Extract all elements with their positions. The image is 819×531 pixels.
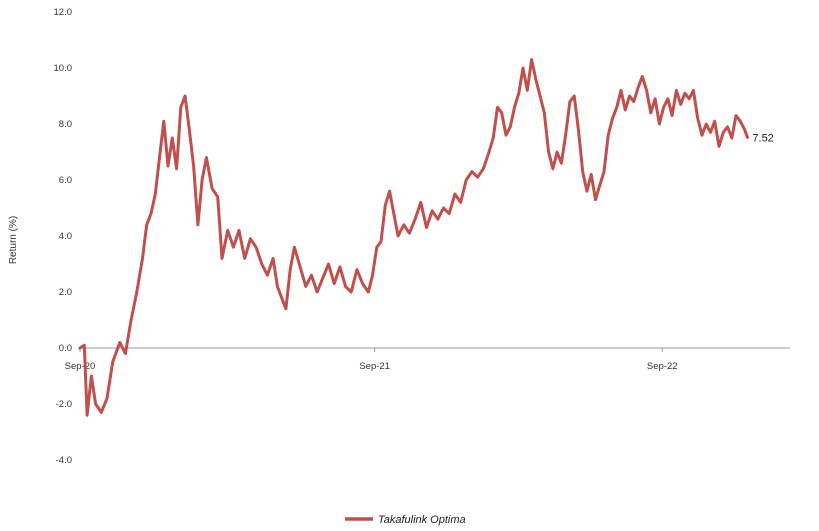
- series-line-takafulink-optima: [78, 58, 749, 417]
- y-axis-ticks: 12.0 10.0 8.0 6.0 4.0 2.0 0.0 -2.0 -4.0: [54, 7, 73, 466]
- legend: Takafulink Optima: [345, 514, 466, 526]
- series-group: [78, 58, 749, 417]
- x-tick-label: Sep-20: [65, 361, 96, 372]
- y-tick-label: 8.0: [59, 119, 72, 130]
- x-tick-label: Sep-21: [359, 361, 390, 372]
- y-tick-label: 4.0: [59, 231, 72, 242]
- x-tick-label: Sep-22: [647, 361, 678, 372]
- y-tick-label: 10.0: [54, 63, 73, 74]
- y-tick-label: 0.0: [59, 343, 72, 354]
- y-tick-label: -2.0: [56, 399, 72, 410]
- y-tick-label: -4.0: [56, 455, 72, 466]
- y-tick-label: 12.0: [54, 7, 73, 18]
- legend-label: Takafulink Optima: [378, 514, 466, 526]
- end-value-label: 7.52: [752, 132, 773, 144]
- x-axis-ticks: Sep-20 Sep-21 Sep-22: [65, 348, 678, 372]
- y-tick-label: 2.0: [59, 287, 72, 298]
- y-axis-label: Return (%): [8, 216, 19, 264]
- y-tick-label: 6.0: [59, 175, 72, 186]
